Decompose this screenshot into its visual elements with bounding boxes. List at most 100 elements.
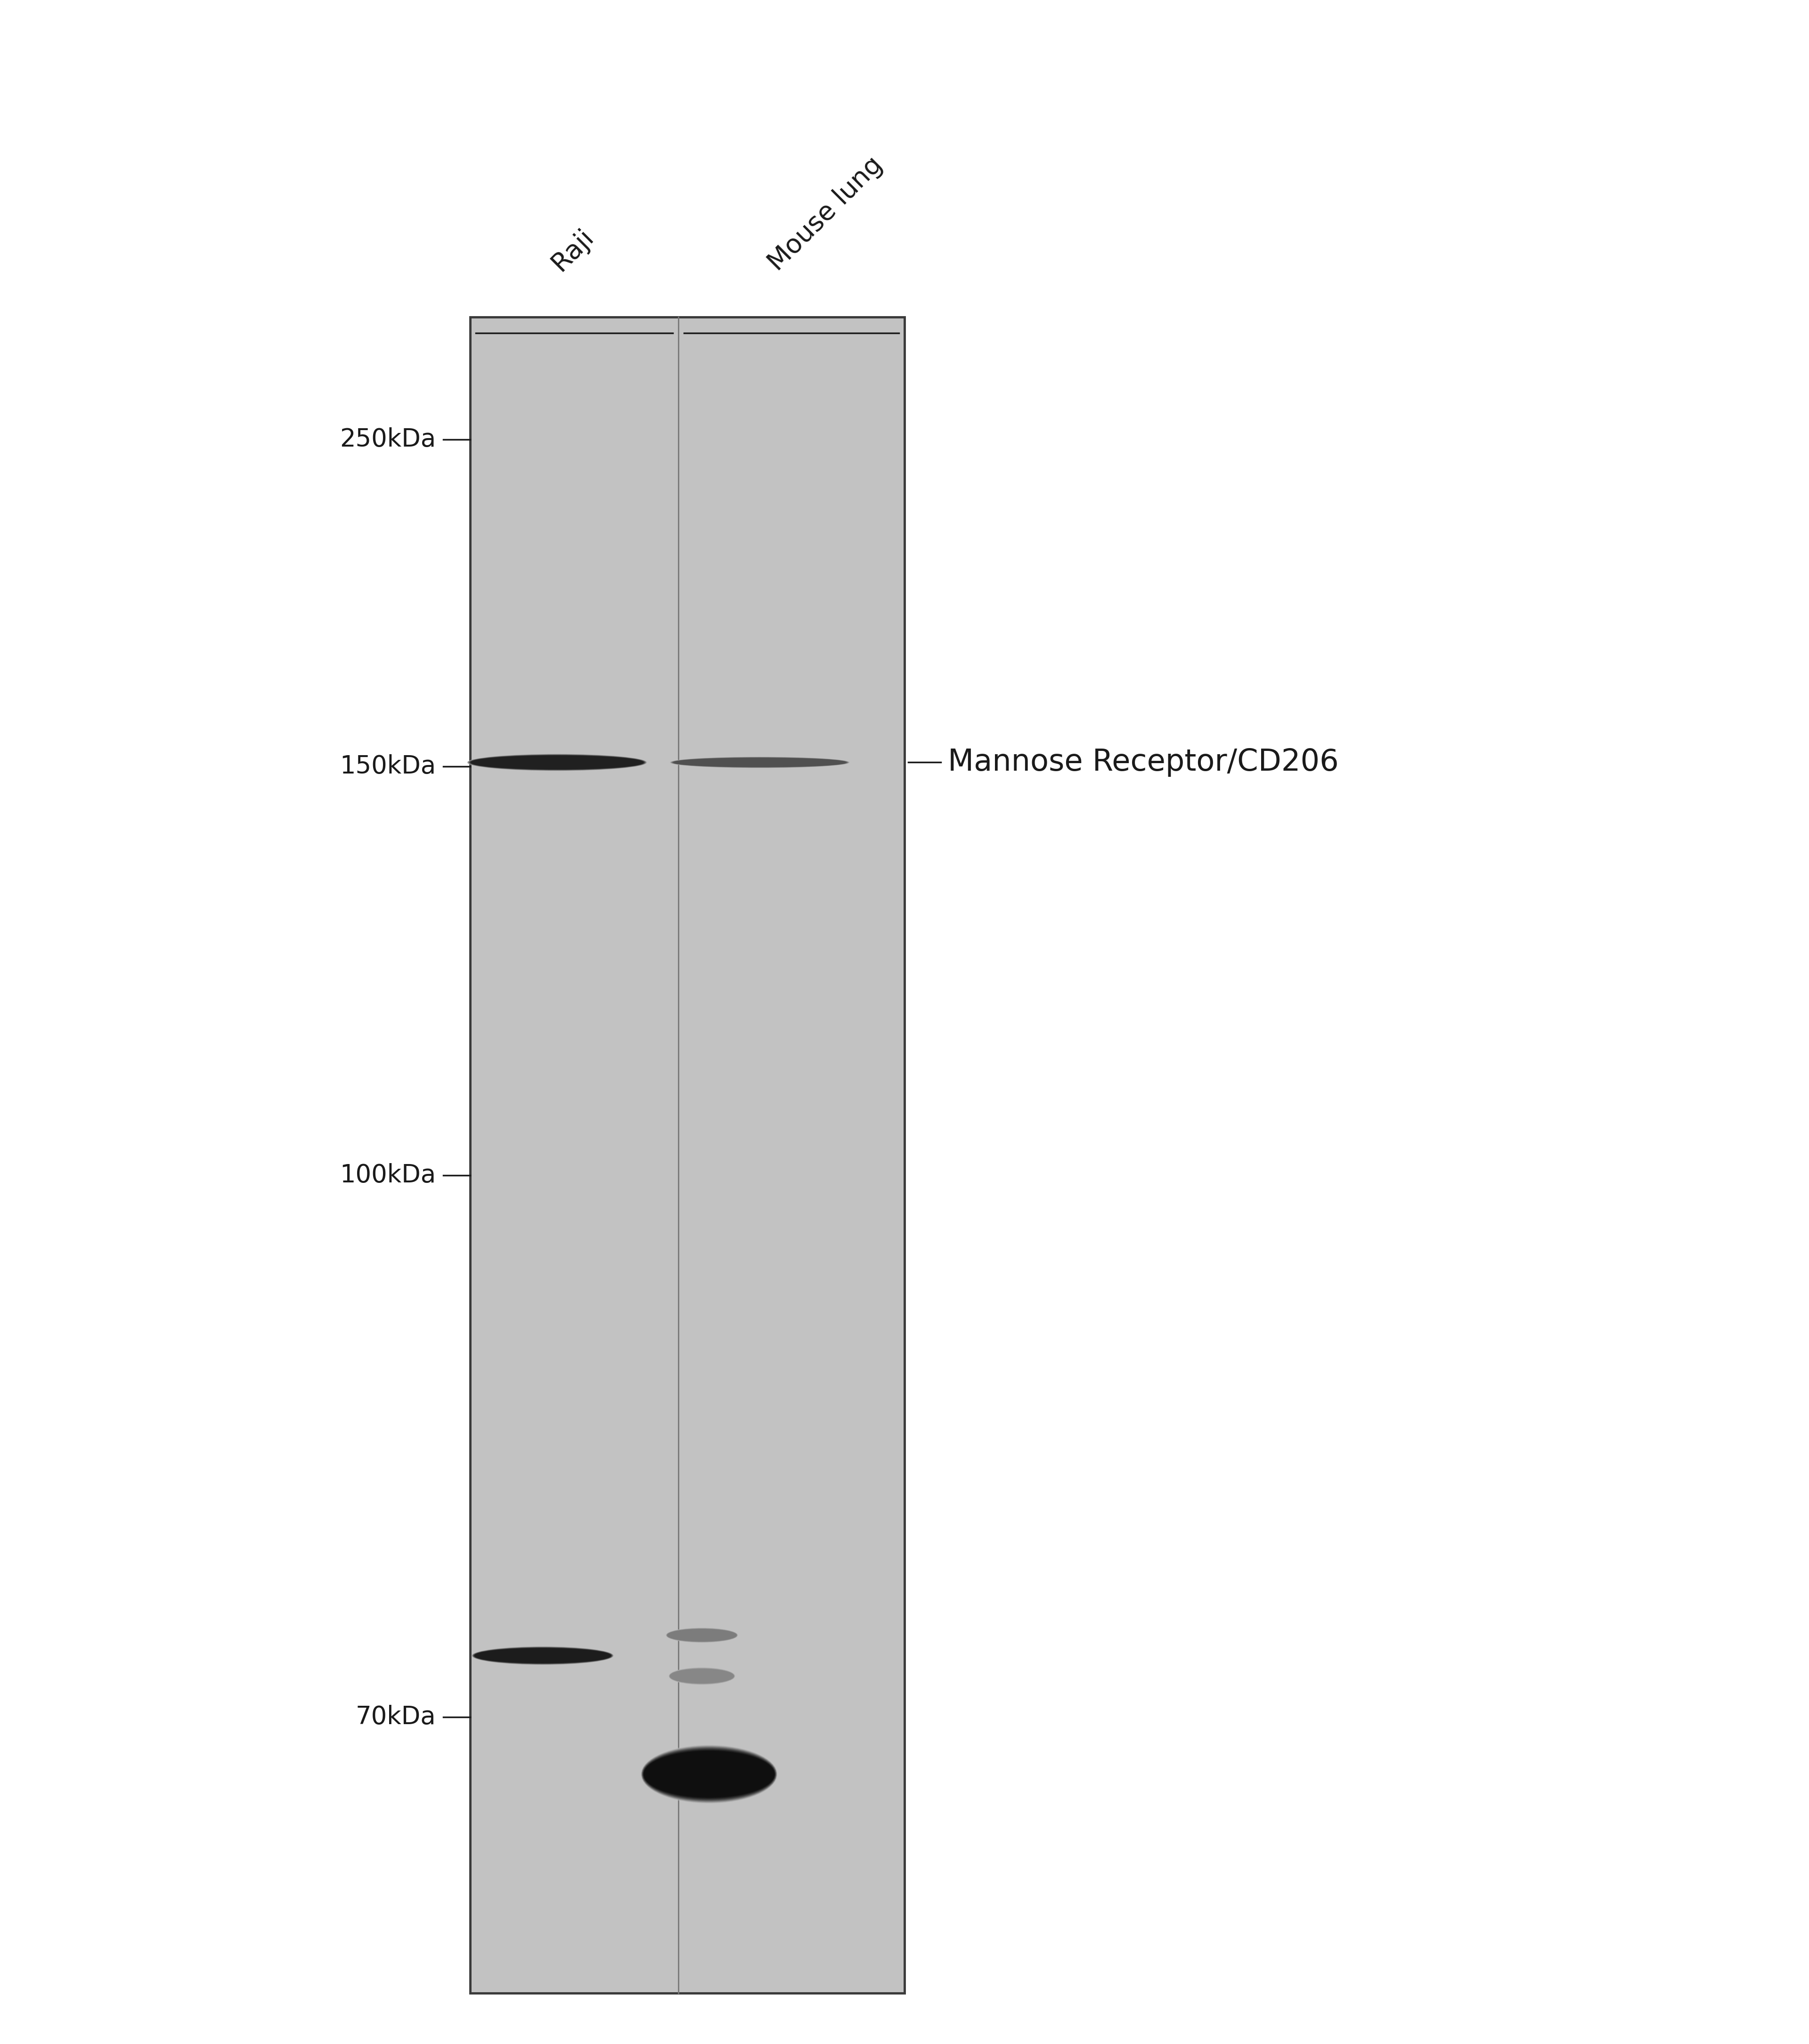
- Ellipse shape: [472, 1647, 613, 1664]
- Ellipse shape: [668, 1629, 736, 1641]
- Ellipse shape: [669, 1668, 734, 1684]
- Ellipse shape: [669, 1668, 734, 1684]
- Ellipse shape: [469, 754, 646, 771]
- Ellipse shape: [467, 754, 648, 771]
- Ellipse shape: [470, 756, 644, 769]
- Ellipse shape: [669, 1670, 734, 1682]
- Ellipse shape: [668, 1629, 736, 1641]
- Ellipse shape: [469, 754, 646, 771]
- Ellipse shape: [642, 1746, 776, 1803]
- Ellipse shape: [642, 1748, 776, 1801]
- Ellipse shape: [470, 754, 644, 771]
- Ellipse shape: [469, 754, 646, 771]
- Ellipse shape: [472, 1647, 613, 1664]
- Ellipse shape: [642, 1746, 776, 1803]
- Ellipse shape: [474, 1647, 611, 1664]
- Ellipse shape: [642, 1748, 776, 1801]
- Ellipse shape: [474, 1647, 611, 1664]
- Ellipse shape: [472, 1647, 613, 1664]
- Ellipse shape: [469, 754, 646, 771]
- Ellipse shape: [669, 756, 850, 769]
- Ellipse shape: [666, 1627, 738, 1643]
- Ellipse shape: [671, 756, 848, 769]
- Ellipse shape: [669, 756, 850, 769]
- Ellipse shape: [673, 758, 847, 766]
- Ellipse shape: [470, 754, 644, 771]
- Ellipse shape: [470, 756, 644, 769]
- Ellipse shape: [474, 1647, 611, 1664]
- Ellipse shape: [669, 1668, 734, 1684]
- Ellipse shape: [666, 1627, 738, 1643]
- Ellipse shape: [642, 1750, 776, 1799]
- Ellipse shape: [673, 758, 847, 766]
- Ellipse shape: [666, 1629, 738, 1641]
- Ellipse shape: [642, 1748, 776, 1801]
- Ellipse shape: [469, 754, 646, 771]
- Ellipse shape: [673, 758, 847, 766]
- Ellipse shape: [474, 1647, 611, 1664]
- Ellipse shape: [669, 1668, 734, 1684]
- Ellipse shape: [666, 1627, 738, 1643]
- Bar: [470, 317, 904, 1993]
- Ellipse shape: [467, 754, 648, 771]
- Ellipse shape: [644, 1750, 774, 1799]
- Bar: [470, 317, 904, 1993]
- Ellipse shape: [671, 756, 848, 769]
- Ellipse shape: [474, 1647, 611, 1664]
- Ellipse shape: [671, 756, 848, 769]
- Ellipse shape: [640, 1746, 778, 1803]
- Ellipse shape: [666, 1629, 738, 1641]
- Ellipse shape: [470, 756, 644, 769]
- Ellipse shape: [472, 1647, 613, 1664]
- Ellipse shape: [668, 1629, 736, 1641]
- Ellipse shape: [669, 1668, 734, 1684]
- Ellipse shape: [666, 1627, 738, 1643]
- Ellipse shape: [470, 756, 644, 769]
- Ellipse shape: [669, 1670, 734, 1682]
- Ellipse shape: [640, 1746, 778, 1803]
- Ellipse shape: [474, 1647, 611, 1664]
- Ellipse shape: [668, 1629, 736, 1641]
- Ellipse shape: [644, 1750, 774, 1799]
- Ellipse shape: [669, 1668, 734, 1684]
- Ellipse shape: [642, 1748, 776, 1801]
- Text: 70kDa: 70kDa: [356, 1705, 436, 1729]
- Ellipse shape: [474, 1647, 611, 1664]
- Ellipse shape: [472, 1647, 613, 1664]
- Text: Raji: Raji: [546, 225, 599, 276]
- Ellipse shape: [474, 1647, 611, 1664]
- Ellipse shape: [469, 754, 646, 771]
- Ellipse shape: [469, 754, 646, 771]
- Ellipse shape: [474, 1647, 611, 1664]
- Ellipse shape: [671, 758, 848, 766]
- Ellipse shape: [668, 1629, 736, 1641]
- Ellipse shape: [470, 754, 644, 771]
- Ellipse shape: [642, 1750, 776, 1799]
- Ellipse shape: [666, 1629, 738, 1641]
- Ellipse shape: [642, 1748, 776, 1801]
- Ellipse shape: [474, 1647, 611, 1664]
- Ellipse shape: [644, 1750, 774, 1799]
- Ellipse shape: [470, 754, 644, 771]
- Ellipse shape: [666, 1627, 738, 1643]
- Ellipse shape: [673, 758, 847, 766]
- Ellipse shape: [669, 1668, 734, 1684]
- Ellipse shape: [669, 1668, 734, 1684]
- Ellipse shape: [467, 754, 648, 771]
- Ellipse shape: [668, 1629, 736, 1641]
- Text: 150kDa: 150kDa: [340, 754, 436, 779]
- Ellipse shape: [669, 1668, 734, 1684]
- Ellipse shape: [640, 1744, 778, 1805]
- Ellipse shape: [474, 1647, 611, 1664]
- Ellipse shape: [669, 1668, 734, 1684]
- Ellipse shape: [668, 1629, 736, 1641]
- Text: 250kDa: 250kDa: [340, 427, 436, 452]
- Ellipse shape: [668, 1629, 736, 1641]
- Ellipse shape: [640, 1746, 778, 1803]
- Text: Mannose Receptor/CD206: Mannose Receptor/CD206: [948, 748, 1339, 777]
- Ellipse shape: [472, 1645, 613, 1666]
- Ellipse shape: [669, 1668, 734, 1684]
- Ellipse shape: [673, 758, 847, 766]
- Ellipse shape: [669, 1668, 734, 1684]
- Ellipse shape: [472, 1645, 613, 1666]
